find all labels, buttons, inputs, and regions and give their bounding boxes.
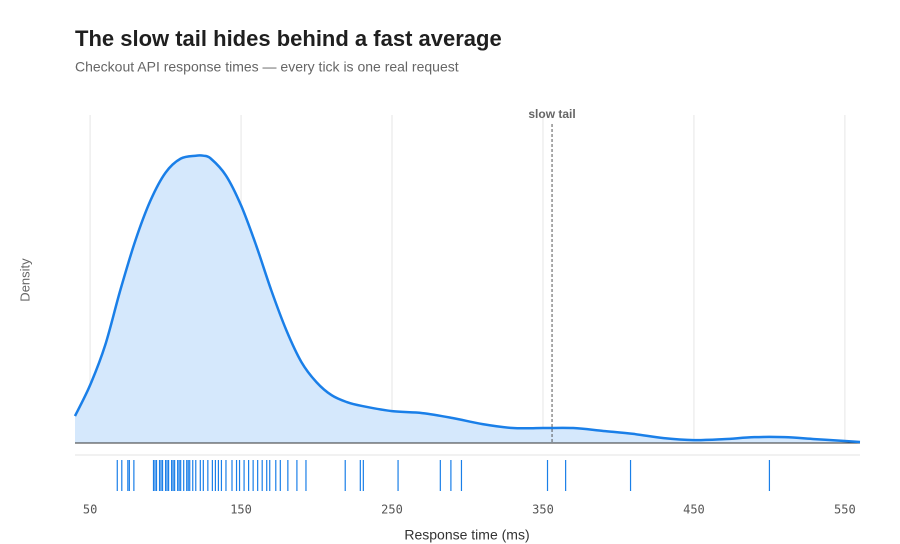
- chart-subtitle: Checkout API response times — every tick…: [75, 59, 459, 75]
- density-line: [73, 154, 861, 444]
- x-tick-label: 450: [683, 503, 705, 517]
- density-area: [75, 155, 860, 444]
- x-tick-label: 250: [381, 503, 403, 517]
- x-tick-label: 50: [83, 503, 97, 517]
- y-axis-label: Density: [17, 258, 32, 302]
- x-tick-label: 350: [532, 503, 554, 517]
- x-tick-label: 150: [230, 503, 252, 517]
- x-tick-label: 550: [834, 503, 856, 517]
- x-axis-label: Response time (ms): [404, 527, 529, 543]
- annotation-label: slow tail: [528, 107, 575, 121]
- chart-title: The slow tail hides behind a fast averag…: [75, 26, 502, 51]
